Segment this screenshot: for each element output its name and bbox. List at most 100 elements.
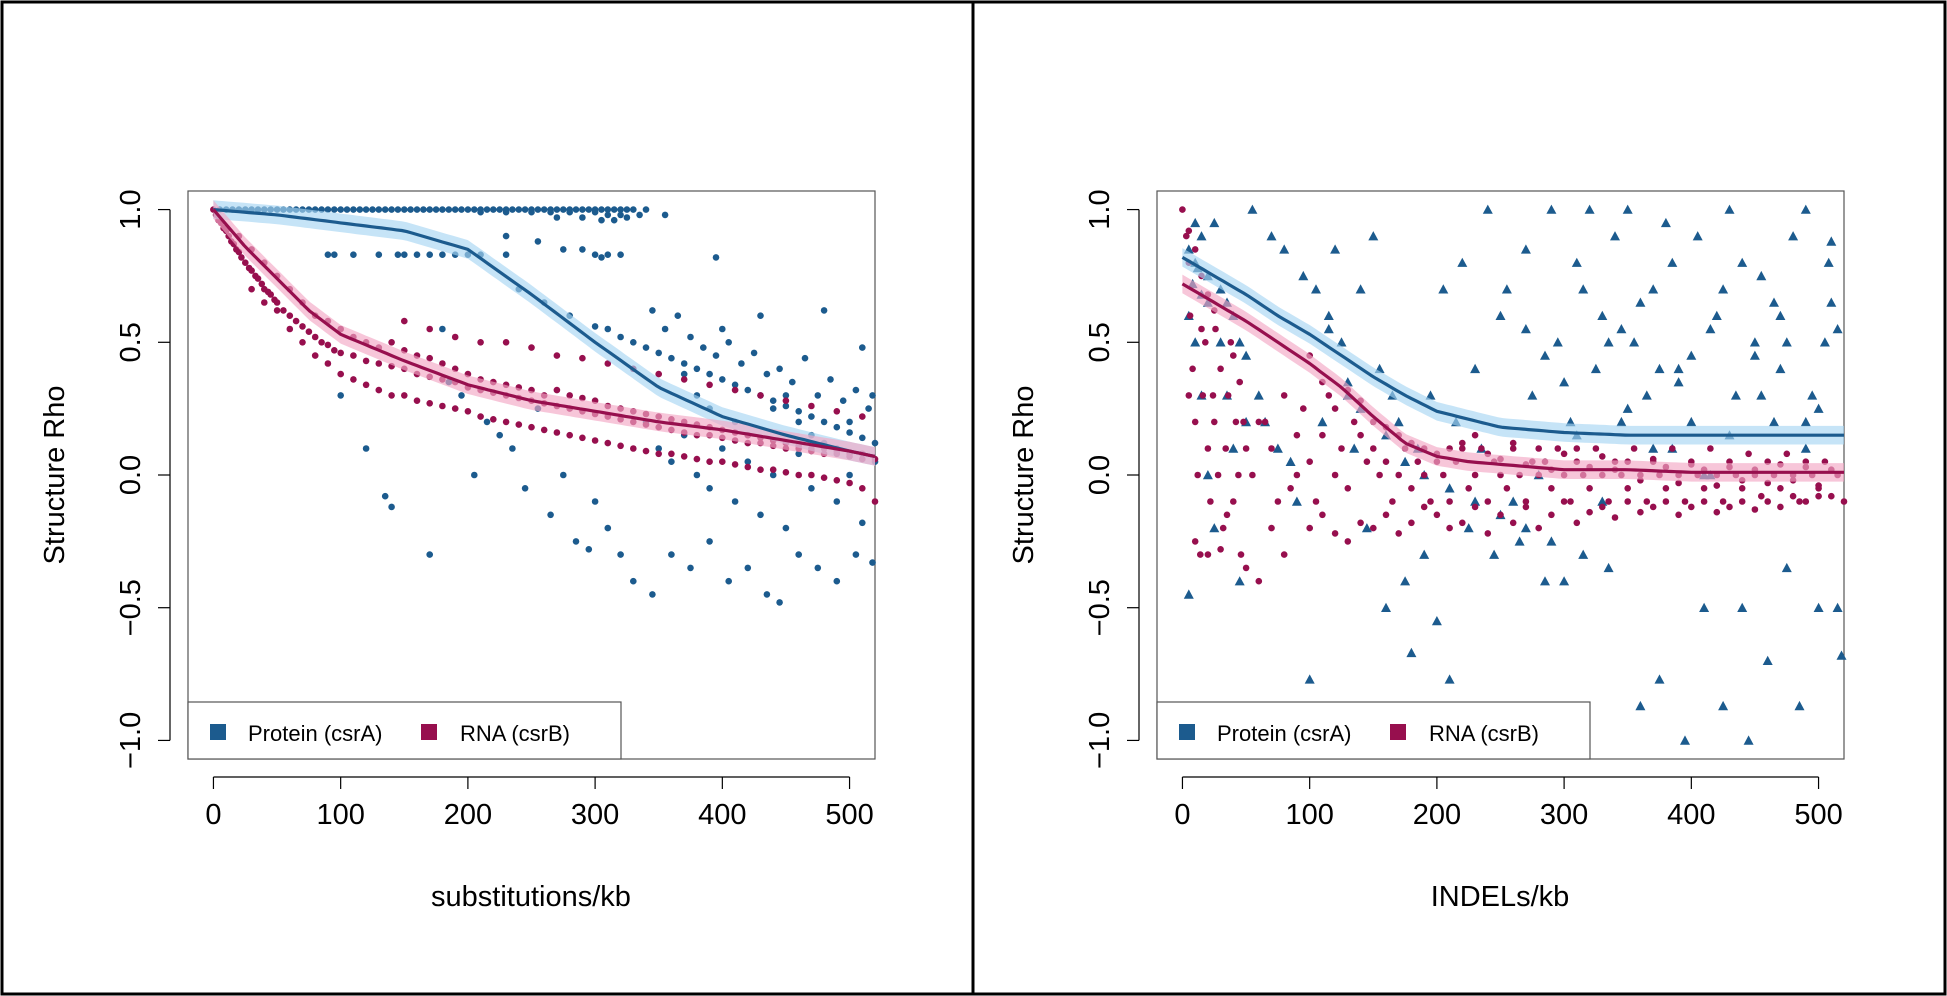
data-point	[1673, 377, 1684, 387]
data-point	[585, 206, 593, 213]
data-point	[413, 397, 421, 405]
data-point	[839, 397, 847, 405]
data-point	[1370, 524, 1377, 532]
data-point	[1758, 492, 1765, 500]
data-point	[1800, 443, 1811, 453]
data-point	[1382, 458, 1390, 466]
data-point	[833, 498, 841, 505]
data-point	[553, 386, 561, 394]
data-point	[1560, 498, 1568, 505]
data-point	[585, 546, 593, 553]
data-point	[1389, 498, 1396, 505]
x-axis-label: substitutions/kb	[431, 881, 631, 913]
data-point	[1802, 498, 1810, 505]
data-point	[1573, 445, 1581, 452]
data-point	[744, 386, 752, 394]
data-point	[1800, 416, 1811, 427]
data-point	[1280, 392, 1288, 399]
confidence-bands	[213, 200, 875, 466]
data-point	[1241, 350, 1252, 360]
data-point	[547, 208, 554, 216]
data-point	[649, 591, 656, 598]
data-point	[795, 551, 802, 558]
data-point	[1336, 337, 1347, 347]
data-point	[1762, 655, 1773, 665]
data-point	[1395, 530, 1402, 537]
data-point	[451, 333, 459, 341]
data-point	[1828, 492, 1835, 500]
data-point	[451, 206, 459, 213]
data-point	[1420, 471, 1428, 479]
data-point	[413, 251, 421, 258]
data-point	[1520, 523, 1531, 533]
data-point	[1236, 378, 1243, 386]
x-tick-label: 0	[1174, 799, 1190, 831]
data-point	[1209, 523, 1220, 533]
data-point	[1217, 546, 1224, 553]
data-point	[477, 208, 484, 216]
data-point	[1217, 365, 1224, 373]
data-point	[1509, 439, 1517, 447]
data-point	[869, 559, 876, 566]
data-point	[1737, 257, 1748, 267]
data-point	[680, 370, 688, 378]
data-point	[1255, 577, 1263, 585]
data-point	[1554, 445, 1562, 452]
data-point	[1280, 551, 1288, 558]
data-point	[1357, 431, 1364, 439]
data-point	[528, 208, 535, 216]
data-point	[1376, 471, 1383, 479]
data-point	[509, 445, 516, 452]
data-point	[1567, 498, 1574, 505]
data-point	[1319, 431, 1326, 439]
data-point	[1688, 503, 1695, 511]
data-point	[1191, 246, 1199, 253]
data-point	[1590, 363, 1601, 374]
data-point	[1738, 498, 1746, 505]
data-point	[1520, 324, 1531, 334]
data-point	[439, 251, 446, 258]
data-point	[1478, 445, 1485, 452]
data-point	[617, 551, 624, 558]
data-point	[1268, 445, 1275, 452]
data-point	[1675, 479, 1682, 487]
data-point	[1686, 416, 1697, 427]
data-point	[362, 445, 370, 452]
data-point	[528, 423, 535, 431]
data-point	[731, 381, 739, 389]
data-point	[1630, 445, 1638, 452]
data-point	[1649, 455, 1657, 463]
data-point	[299, 323, 306, 330]
data-point	[1578, 284, 1589, 294]
data-point	[700, 344, 707, 351]
data-point	[668, 450, 675, 458]
data-point	[547, 511, 554, 519]
data-point	[693, 471, 701, 479]
data-point	[248, 285, 255, 293]
data-point	[1189, 365, 1196, 373]
data-point	[769, 466, 777, 474]
data-point	[1463, 523, 1474, 533]
data-point	[1287, 485, 1294, 492]
legend: Protein (csrA) RNA (csrB)	[187, 701, 622, 760]
data-point	[1240, 418, 1247, 426]
data-point	[706, 381, 713, 389]
data-point	[1819, 337, 1830, 347]
data-point	[1433, 511, 1441, 519]
data-point	[1800, 204, 1811, 214]
data-point	[426, 325, 434, 333]
data-point	[579, 206, 586, 213]
data-point	[1535, 524, 1542, 532]
data-point	[1546, 536, 1557, 546]
data-point	[1222, 445, 1229, 452]
data-point	[324, 360, 332, 367]
data-point	[560, 246, 567, 253]
data-point	[337, 349, 345, 357]
confidence-band	[1182, 248, 1844, 445]
data-point	[655, 349, 662, 357]
data-point	[401, 251, 408, 258]
data-point	[591, 251, 599, 258]
data-point	[311, 352, 319, 359]
data-point	[1622, 403, 1633, 413]
